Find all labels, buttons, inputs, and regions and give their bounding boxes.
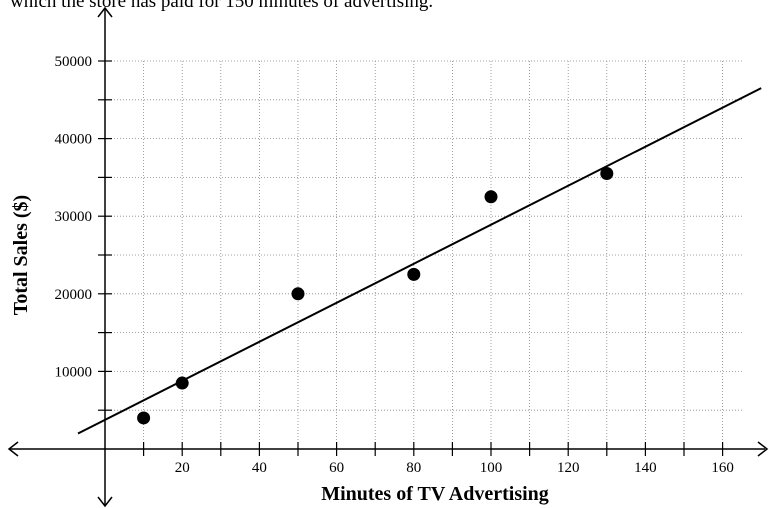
x-tick-label: 80: [406, 460, 421, 476]
data-point: [600, 167, 614, 181]
y-tick-labels: 10000 20000 30000 40000 50000: [55, 54, 93, 380]
y-tick-label: 50000: [55, 54, 93, 70]
data-point: [137, 411, 151, 425]
y-tick-label: 10000: [55, 364, 93, 380]
data-points: [137, 167, 614, 425]
y-axis-up-arrow-icon: [97, 6, 113, 18]
x-axis-left-arrow-icon: [7, 441, 19, 457]
x-tick-label: 120: [557, 460, 580, 476]
x-tick-label: 100: [480, 460, 503, 476]
x-tick-label: 140: [634, 460, 657, 476]
y-tick-label: 40000: [55, 132, 93, 148]
data-point: [291, 287, 305, 301]
x-tick-label: 20: [175, 460, 190, 476]
grid: [105, 60, 742, 449]
x-tick-label: 60: [329, 460, 344, 476]
y-tick-label: 30000: [55, 209, 93, 225]
trend-line: [77, 87, 762, 435]
x-axis-title: Minutes of TV Advertising: [321, 483, 549, 505]
x-tick-label: 40: [252, 460, 267, 476]
problem-caption: which the store has paid for 150 minutes…: [10, 0, 434, 12]
data-point: [484, 190, 498, 204]
y-axis-title: Total Sales ($): [10, 195, 32, 315]
data-point: [175, 376, 189, 390]
x-tick-labels: 20 40 60 80 100 120 140 160: [175, 460, 734, 476]
x-axis-right-arrow-icon: [757, 441, 769, 457]
x-tick-label: 160: [711, 460, 734, 476]
y-tick-label: 20000: [55, 287, 93, 303]
data-point: [407, 267, 421, 281]
y-axis-down-arrow-icon: [97, 496, 113, 508]
axes: [7, 6, 769, 508]
trend-line-group: [77, 87, 762, 435]
